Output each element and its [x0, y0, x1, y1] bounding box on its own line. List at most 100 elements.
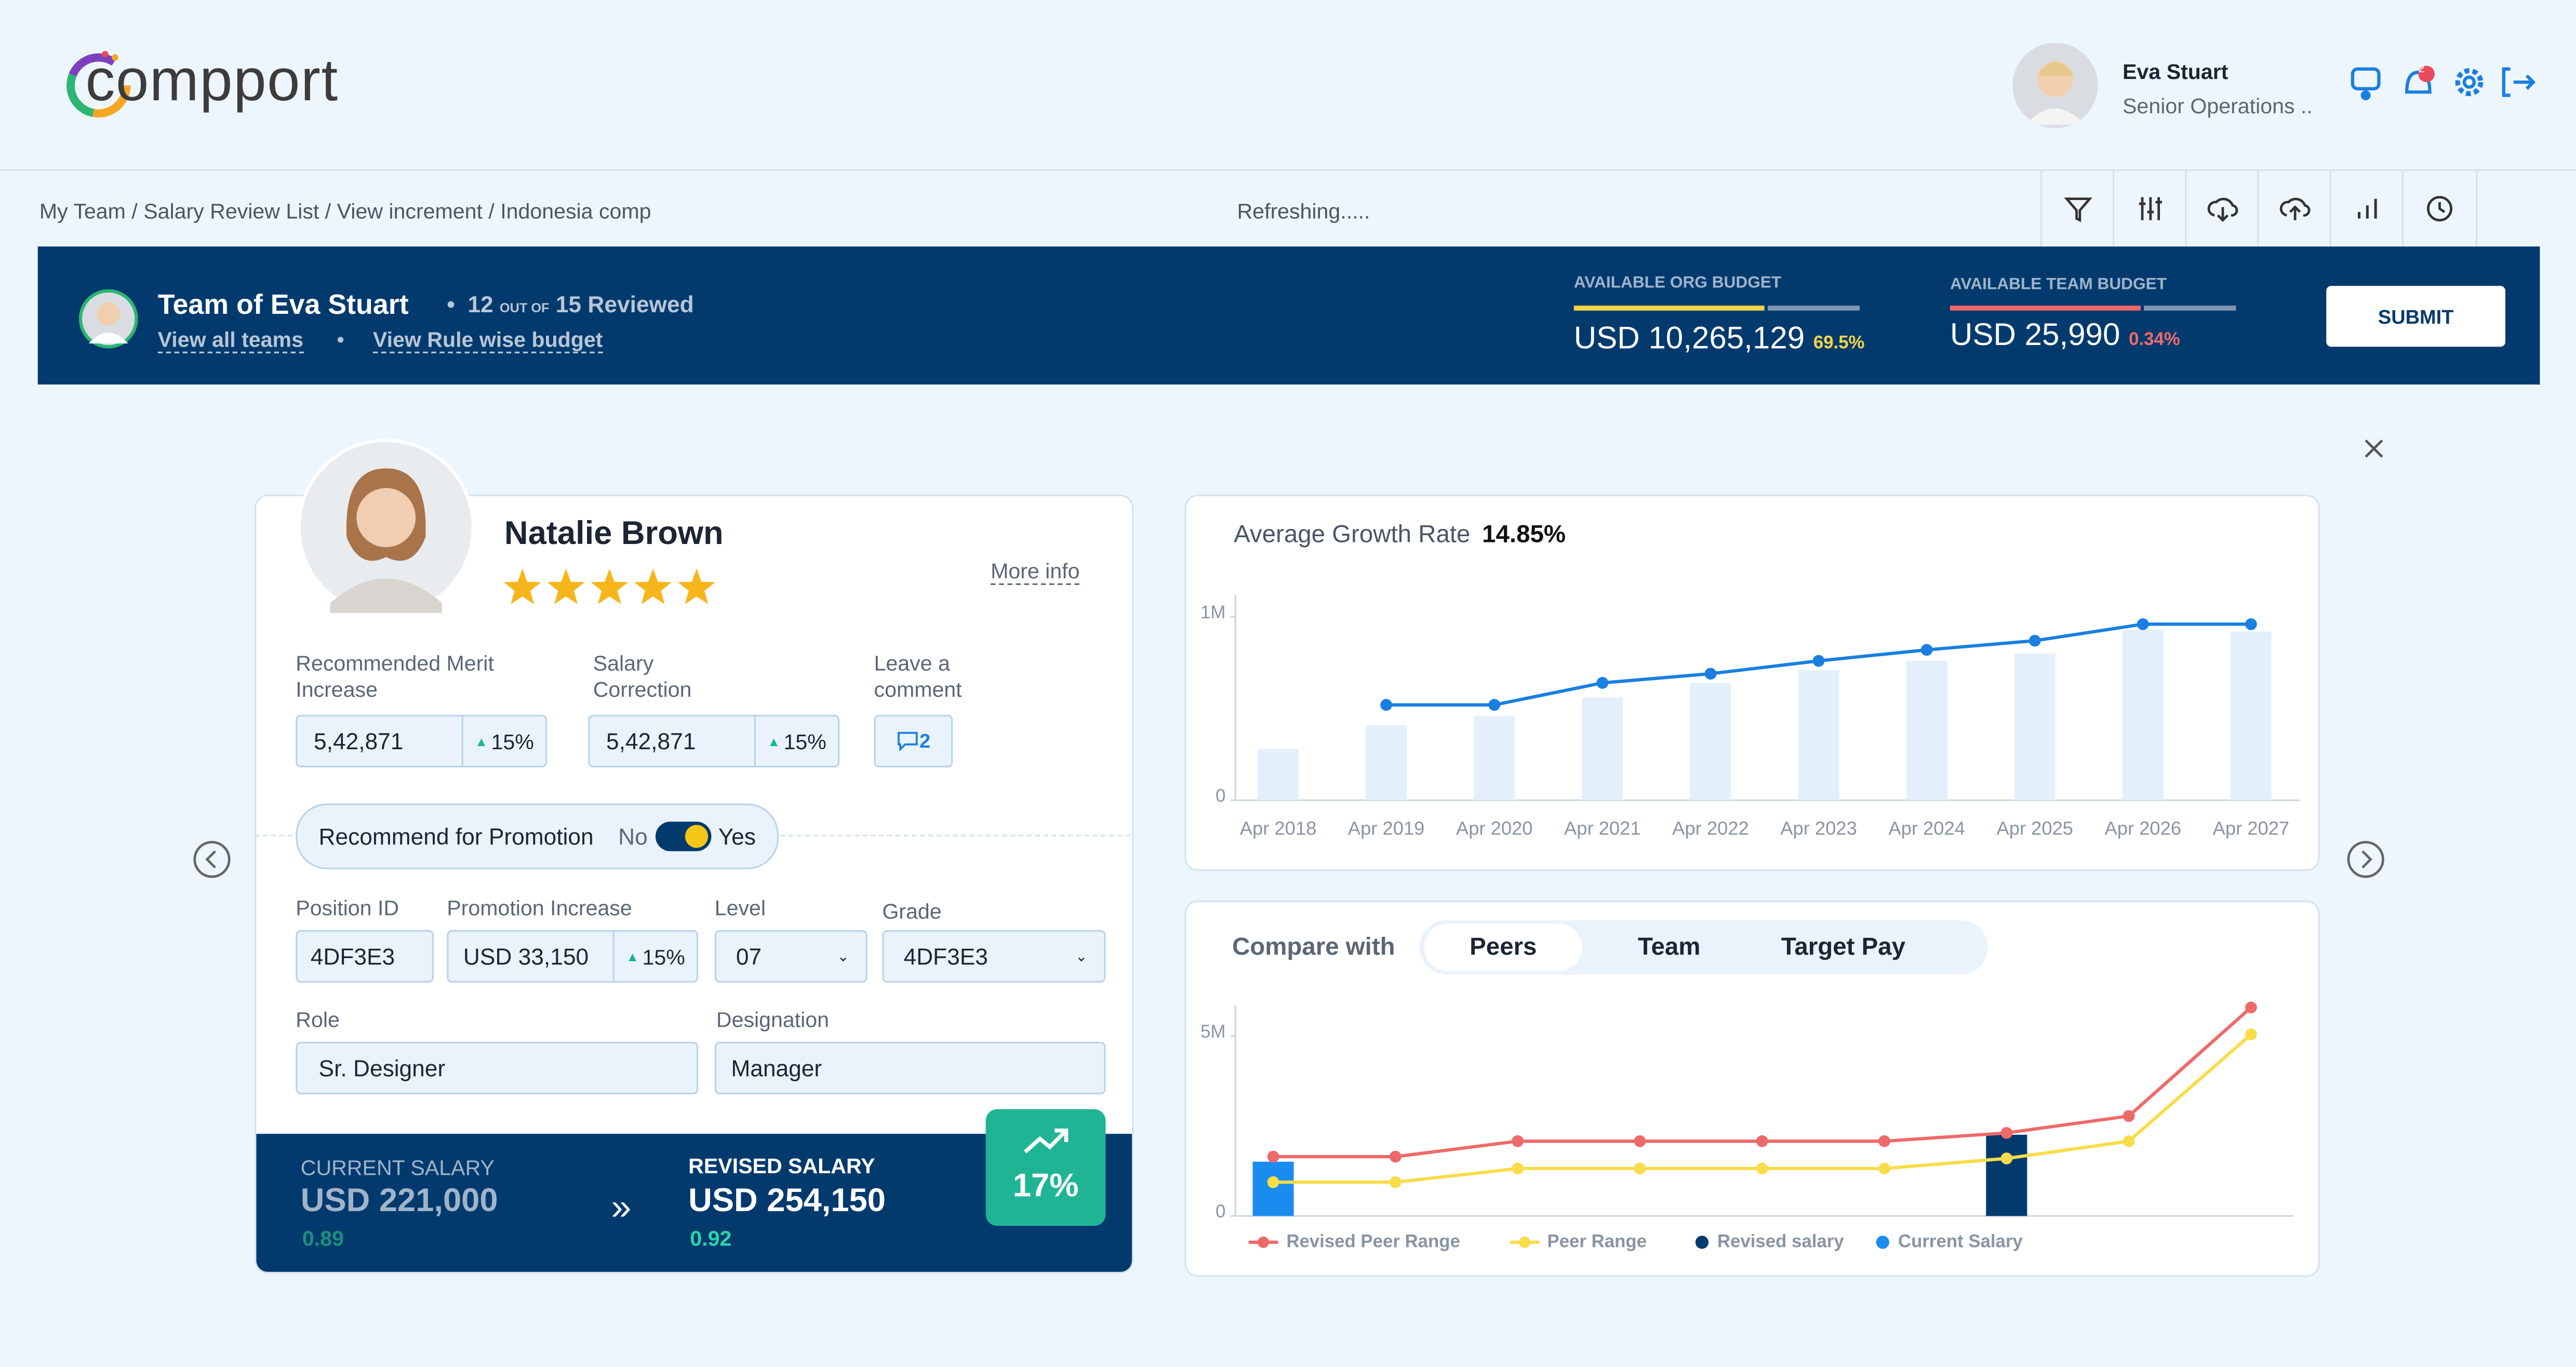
team-budget-rest	[2144, 306, 2236, 311]
line	[1273, 1033, 2252, 1184]
grade-select[interactable]: 4DF3E3 ⌄	[882, 930, 1106, 983]
growth-highlight: 14.85%	[1482, 521, 1566, 549]
growth-title-text: Average Growth Rate	[1234, 521, 1471, 549]
org-percent: 69.5%	[1813, 334, 1865, 353]
tab[interactable]: Target Pay	[1781, 933, 1906, 962]
point	[1267, 1176, 1279, 1188]
point	[1512, 1135, 1524, 1147]
role-input[interactable]: Sr. Designer	[296, 1042, 699, 1095]
compare-tabs: Peers Team Target Pay	[1419, 920, 1988, 975]
increase-value: 17%	[1012, 1168, 1079, 1205]
point	[2137, 618, 2149, 630]
point	[1512, 1162, 1524, 1175]
user-role: Senior Operations ..	[2123, 94, 2313, 118]
promotion-label: Recommend for Promotion	[318, 823, 594, 850]
comment-count: 2	[919, 729, 931, 753]
increase-badge: 17%	[985, 1109, 1106, 1226]
correction-pct: ▲ 15%	[754, 716, 838, 766]
team-budget-label: AVAILABLE TEAM BUDGET	[1950, 276, 2167, 295]
y-tick-label: 1M	[1200, 603, 1225, 622]
chart-button[interactable]	[2329, 170, 2404, 247]
promotion-toggle[interactable]: Recommend for Promotion No Yes	[296, 803, 779, 870]
legend-swatch	[1509, 1236, 1539, 1249]
separator: •	[337, 327, 344, 352]
y-tick-label: 0	[1216, 786, 1225, 806]
tab[interactable]: Peers	[1424, 923, 1582, 972]
bar	[1690, 683, 1731, 801]
merit-percent: 15%	[491, 728, 534, 754]
team-avatar	[78, 289, 138, 349]
close-button[interactable]	[2363, 437, 2385, 460]
correction-input[interactable]: 5,42,871 ▲ 15%	[588, 714, 840, 767]
history-button[interactable]	[2401, 170, 2478, 247]
legend-item: Current Salary	[1876, 1232, 2023, 1252]
compare-title: Compare with	[1232, 933, 1395, 962]
level-select[interactable]: 07 ⌄	[714, 930, 867, 983]
point	[2028, 634, 2041, 647]
submit-button[interactable]: SUBMIT	[2326, 286, 2506, 347]
status: Refreshing.....	[1237, 198, 1370, 224]
correction-label: Salary Correction	[593, 651, 692, 702]
position-input[interactable]: 4DF3E3	[296, 930, 434, 983]
correction-percent: 15%	[783, 728, 826, 754]
user-avatar	[2012, 43, 2098, 128]
promotion-yes: Yes	[718, 823, 756, 850]
point	[2245, 618, 2257, 630]
promo-inc-pct: ▲ 15%	[612, 932, 697, 981]
promotion-no: No	[618, 823, 648, 850]
tab[interactable]: Team	[1637, 933, 1701, 962]
next-button[interactable]	[2346, 840, 2385, 879]
team-budget-bar	[1950, 306, 2141, 311]
bar	[2014, 653, 2056, 801]
legend-label: Current Salary	[1898, 1232, 2023, 1252]
legend-swatch	[1696, 1236, 1710, 1249]
point	[1878, 1135, 1890, 1147]
star	[503, 568, 541, 604]
settings-button[interactable]	[2113, 170, 2186, 247]
x-tick-label: Apr 2024	[1888, 818, 1965, 839]
comment-label: Leave a comment	[874, 651, 962, 702]
grade-label: Grade	[882, 898, 942, 924]
promo-inc-input[interactable]: USD 33,150 ▲ 15%	[447, 930, 699, 983]
designation-input[interactable]: Manager	[714, 1042, 1106, 1095]
merit-input[interactable]: 5,42,871 ▲ 15%	[296, 714, 548, 767]
point	[2123, 1110, 2135, 1122]
logo-mark	[66, 51, 131, 118]
reviewed: • 12 OUT OF 15 Reviewed	[447, 290, 694, 317]
breadcrumb[interactable]: My Team / Salary Review List / View incr…	[39, 198, 651, 224]
prev-button[interactable]	[192, 840, 232, 879]
team-amount: USD 25,990	[1950, 318, 2120, 353]
notification-count: 2	[2418, 64, 2425, 76]
x-tick-label: Apr 2019	[1348, 818, 1425, 839]
point	[1920, 644, 1933, 656]
grade-value: 4DF3E3	[903, 943, 988, 970]
filter-button[interactable]	[2040, 170, 2114, 247]
legend-swatch	[1248, 1236, 1278, 1249]
upload-button[interactable]	[2257, 170, 2331, 247]
more-info[interactable]: More info	[991, 559, 1080, 585]
growth-title: Average Growth Rate 14.85%	[1234, 521, 1566, 549]
header-icons[interactable]	[2346, 62, 2540, 105]
merit-pct: ▲ 15%	[461, 716, 545, 766]
promo-inc-percent: 15%	[642, 944, 685, 969]
bar	[1257, 749, 1299, 801]
profile-name: Natalie Brown	[504, 516, 724, 552]
org-amount: USD 10,265,129	[1573, 322, 1805, 357]
bar	[1252, 1161, 1294, 1216]
reviewed-count: 12	[468, 290, 493, 317]
point	[1634, 1162, 1646, 1175]
promo-inc-value: USD 33,150	[463, 943, 589, 970]
star	[591, 568, 629, 604]
profile-photo	[297, 439, 475, 616]
link-all-teams[interactable]: View all teams	[157, 327, 303, 353]
switch[interactable]	[656, 821, 712, 852]
merit-label: Recommended Merit Increase	[296, 651, 494, 702]
x-tick-label: Apr 2020	[1456, 818, 1533, 839]
comment-button[interactable]: 2	[874, 714, 953, 767]
link-rule-budget[interactable]: View Rule wise budget	[372, 327, 603, 353]
point	[1704, 668, 1717, 680]
correction-value: 5,42,871	[606, 728, 696, 754]
download-button[interactable]	[2185, 170, 2259, 247]
